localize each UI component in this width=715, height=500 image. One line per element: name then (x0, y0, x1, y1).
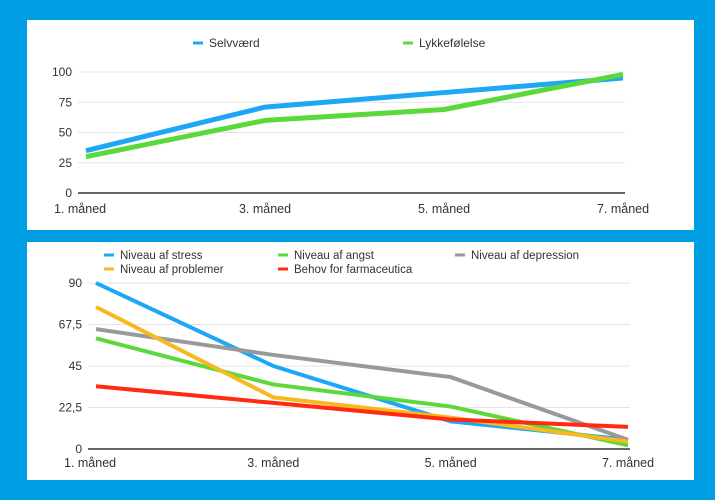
y-tick-label: 0 (65, 186, 72, 200)
chart-selfworth-happiness: 0 25 50 75 100 1. måned 3. måned 5. måned 7. mån… (52, 36, 649, 216)
x-tick-label: 5. måned (425, 456, 477, 470)
x-tick-label: 7. måned (597, 202, 649, 216)
legend-label: Niveau af depression (471, 250, 579, 262)
x-tick-label: 1. måned (64, 456, 116, 470)
series-line-1 (85, 71, 624, 160)
x-tick-label: 3. måned (247, 456, 299, 470)
legend-label: Niveau af angst (294, 250, 375, 262)
legend-label: Niveau af stress (120, 250, 203, 262)
chart1-panel (27, 20, 694, 230)
x-tick-label: 7. måned (602, 456, 654, 470)
series-line-3 (95, 305, 629, 444)
x-tick-label: 3. måned (239, 202, 291, 216)
x-tick-label: 5. måned (418, 202, 470, 216)
y-tick-label: 75 (59, 95, 73, 109)
y-tick-label: 67,5 (59, 318, 83, 332)
legend-label: Lykkefølelse (419, 36, 486, 50)
chart2-panel (27, 242, 694, 480)
y-tick-label: 90 (69, 276, 83, 290)
series-line-1 (95, 336, 629, 448)
x-tick-label: 1. måned (54, 202, 106, 216)
y-tick-label: 0 (75, 442, 82, 456)
legend-label: Behov for farmaceutica (294, 264, 413, 276)
y-tick-label: 25 (59, 156, 73, 170)
y-tick-label: 100 (52, 65, 72, 79)
series-line-0 (85, 75, 624, 154)
y-tick-label: 22,5 (59, 401, 83, 415)
y-tick-label: 50 (59, 126, 73, 140)
series-line-4 (95, 384, 629, 429)
chart-stress-levels: 0 22,5 45 67,5 90 1. måned 3. måned 5. måned 7. … (59, 250, 654, 470)
legend-label: Niveau af problemer (120, 264, 224, 276)
y-tick-label: 45 (69, 359, 83, 373)
series-line-2 (95, 327, 629, 442)
legend-label: Selvværd (209, 36, 260, 50)
